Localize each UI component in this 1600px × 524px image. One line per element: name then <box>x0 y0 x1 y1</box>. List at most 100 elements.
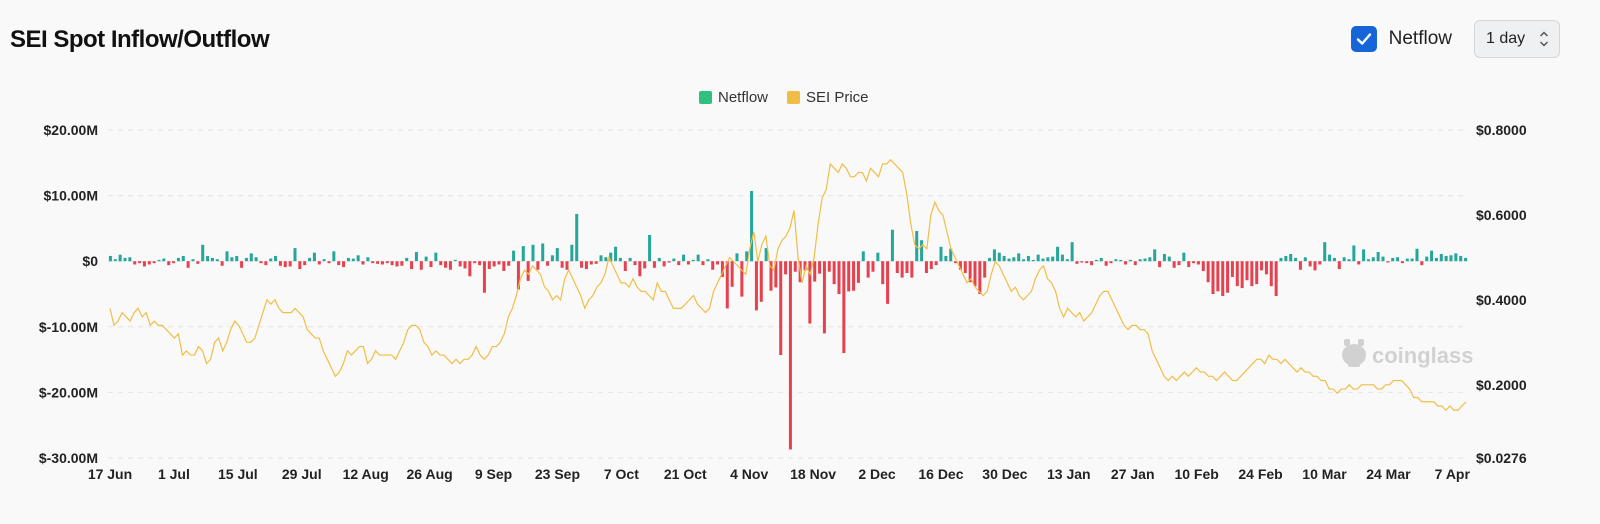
netflow-bar <box>837 261 841 294</box>
netflow-bar <box>249 253 253 262</box>
interval-select[interactable]: 1 day <box>1474 20 1560 58</box>
netflow-bar <box>1046 257 1050 262</box>
netflow-bar <box>555 248 559 262</box>
netflow-bar <box>123 257 127 262</box>
y-left-tick-label: $20.00M <box>44 122 98 138</box>
netflow-bar <box>1439 253 1443 262</box>
netflow-bar <box>759 261 763 302</box>
netflow-bar <box>618 257 622 262</box>
netflow-bar <box>1264 261 1268 275</box>
netflow-bar <box>920 240 924 262</box>
x-tick-label: 27 Jan <box>1111 466 1155 482</box>
netflow-bar <box>575 213 579 262</box>
netflow-bar <box>968 261 972 283</box>
netflow-bar <box>468 261 472 277</box>
netflow-bar <box>1255 261 1259 285</box>
netflow-bar <box>376 261 380 264</box>
y-right-tick-label: $0.0276 <box>1476 450 1527 466</box>
netflow-bar <box>264 261 268 266</box>
netflow-bar <box>118 254 122 262</box>
x-tick-label: 2 Dec <box>858 466 896 482</box>
netflow-bar <box>1362 249 1366 262</box>
netflow-bar <box>395 261 399 267</box>
netflow-bar <box>1158 261 1162 268</box>
checkmark-icon <box>1356 33 1371 45</box>
netflow-bar <box>1313 261 1317 271</box>
netflow-bar <box>482 261 486 293</box>
netflow-bar <box>361 261 365 265</box>
netflow-bar <box>818 261 822 274</box>
netflow-bar <box>716 261 720 265</box>
netflow-bar <box>978 261 982 294</box>
netflow-bar <box>113 259 117 262</box>
netflow-bar <box>1099 257 1103 262</box>
netflow-bar <box>1036 254 1040 262</box>
netflow-checkbox[interactable] <box>1350 26 1377 52</box>
netflow-bar <box>157 259 161 262</box>
netflow-bar <box>1138 259 1142 262</box>
netflow-bar <box>371 261 375 264</box>
netflow-bar <box>1051 256 1055 262</box>
netflow-bar <box>1119 259 1123 262</box>
netflow-bar <box>1381 256 1385 262</box>
netflow-bar <box>526 261 530 281</box>
netflow-bar <box>1002 255 1006 262</box>
netflow-bar <box>142 261 146 267</box>
netflow-bar <box>929 261 933 270</box>
netflow-bar <box>1260 261 1264 271</box>
netflow-bar <box>1109 261 1113 264</box>
netflow-bar <box>1216 261 1220 292</box>
netflow-bar <box>1085 261 1089 264</box>
netflow-bar <box>764 248 768 262</box>
coinglass-watermark: coinglass <box>1342 339 1473 368</box>
netflow-bar <box>1196 261 1200 265</box>
x-tick-label: 23 Sep <box>535 466 580 482</box>
netflow-bar <box>1400 261 1404 264</box>
netflow-bar <box>206 255 210 262</box>
netflow-bar <box>604 257 608 262</box>
netflow-bar <box>992 249 996 262</box>
netflow-bar <box>147 261 151 265</box>
legend-swatch-sei-price <box>787 91 800 104</box>
netflow-bar <box>691 259 695 262</box>
x-tick-label: 10 Feb <box>1174 466 1218 482</box>
netflow-bar <box>1328 254 1332 262</box>
x-tick-label: 9 Sep <box>475 466 512 482</box>
netflow-bar <box>657 257 661 262</box>
netflow-bar <box>1026 255 1030 262</box>
netflow-bar <box>288 261 292 267</box>
netflow-bar <box>1298 261 1302 270</box>
netflow-bar <box>677 261 681 266</box>
netflow-bar <box>633 261 637 266</box>
netflow-bar <box>322 259 326 262</box>
netflow-bar <box>711 261 715 270</box>
netflow-bar <box>788 261 792 450</box>
netflow-bar <box>696 254 700 262</box>
netflow-bar <box>342 261 346 268</box>
netflow-bar <box>580 261 584 268</box>
x-tick-label: 7 Oct <box>604 466 639 482</box>
netflow-bar <box>861 251 865 262</box>
y-left-tick-label: $-30.00M <box>39 450 98 466</box>
x-tick-label: 21 Oct <box>664 466 707 482</box>
netflow-bar <box>351 258 355 262</box>
netflow-bar <box>565 261 569 270</box>
select-chevron-icon <box>1539 31 1549 47</box>
netflow-bar <box>1420 261 1424 266</box>
netflow-bar <box>1425 256 1429 262</box>
netflow-bar <box>784 261 788 275</box>
netflow-bar <box>269 258 273 262</box>
x-tick-label: 15 Jul <box>218 466 258 482</box>
netflow-bar <box>1323 242 1327 262</box>
netflow-bar <box>672 258 676 262</box>
netflow-bar <box>599 255 603 262</box>
interval-value: 1 day <box>1486 30 1526 47</box>
netflow-bar <box>1274 261 1278 296</box>
netflow-bar <box>337 261 341 266</box>
netflow-bar <box>497 261 501 265</box>
netflow-bar <box>983 261 987 278</box>
netflow-bar <box>1459 255 1463 262</box>
netflow-bar <box>172 261 176 264</box>
netflow-bar <box>740 261 744 297</box>
netflow-bar <box>847 261 851 292</box>
